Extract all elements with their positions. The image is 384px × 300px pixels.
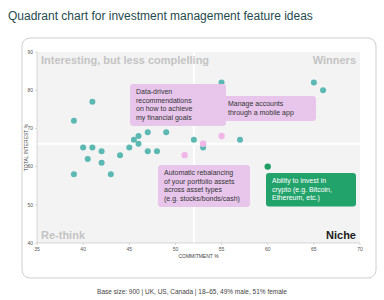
annotation-text: on how to achieve (136, 105, 193, 112)
y-tick (35, 52, 37, 53)
annotation-box (222, 96, 316, 121)
point (154, 148, 160, 154)
annotation-text: across asset types (164, 186, 222, 194)
x-tick (175, 243, 176, 245)
annotation-text: through a mobile app (228, 109, 294, 117)
chart: Quadrant chart for investment management… (0, 0, 384, 300)
y-tick-label: 90 (27, 49, 33, 55)
x-tick-label: 65 (311, 246, 317, 252)
y-axis (37, 52, 38, 243)
annotation-box (266, 173, 356, 207)
x-tick-label: 70 (357, 246, 363, 252)
y-tick (35, 204, 37, 205)
footer: Base size: 900 | UK, US, Canada | 18–65,… (97, 288, 287, 296)
point (71, 118, 77, 124)
point (136, 141, 142, 147)
x-tick (267, 243, 268, 245)
annotation-text: Data-driven (136, 88, 172, 95)
point (89, 145, 95, 151)
x-axis-label: COMMITMENT % (178, 253, 219, 259)
x-tick (129, 243, 130, 245)
point (71, 171, 77, 177)
point (320, 87, 326, 93)
x-tick (313, 243, 314, 245)
x-axis (37, 243, 360, 244)
highlight-point (181, 152, 187, 158)
plot-area (37, 52, 360, 243)
y-axis-label: TOTAL INTEREST % (23, 123, 29, 171)
quadrant-label: Interesting, but less complelling (41, 54, 209, 66)
y-tick-label: 80 (27, 87, 33, 93)
point (237, 137, 243, 143)
annotation-box (158, 165, 250, 207)
y-tick (35, 128, 37, 129)
marks (71, 80, 326, 178)
x-tick-label: 60 (265, 246, 271, 252)
annotation-text: Ethereum, etc.) (272, 194, 320, 202)
x-divider (193, 52, 195, 243)
y-tick-label: 40 (27, 240, 33, 246)
point (80, 145, 86, 151)
highlight-marks (181, 133, 270, 170)
y-tick (35, 243, 37, 244)
point (99, 148, 105, 154)
highlight-point (218, 133, 224, 139)
highlight-point (265, 163, 271, 169)
y-tick-label: 50 (27, 202, 33, 208)
point (131, 137, 137, 143)
x-tick (83, 243, 84, 245)
quadrant-label: Niche (326, 229, 356, 241)
quadrant-label: Winners (313, 54, 356, 66)
highlight-point (200, 140, 206, 146)
x-tick (360, 243, 361, 245)
x-tick-label: 40 (80, 246, 86, 252)
y-tick (35, 90, 37, 91)
point (136, 133, 142, 139)
point (163, 129, 169, 135)
annotation-box (130, 84, 226, 126)
point (108, 171, 114, 177)
x-tick (221, 243, 222, 245)
x-tick-label: 50 (173, 246, 179, 252)
annotation-text: Automatic rebalancing (164, 169, 233, 177)
x-tick-label: 55 (219, 246, 225, 252)
annotation-text: crypto (e.g. Bitcoin, (272, 186, 332, 194)
point (145, 129, 151, 135)
annotation-text: my financial goals (136, 114, 192, 122)
point (191, 137, 197, 143)
point (99, 160, 105, 166)
quadrant-label: Re-think (41, 229, 86, 241)
point (89, 99, 95, 105)
point (117, 152, 123, 158)
annotation-text: of your portfolio assets (164, 178, 235, 186)
x-tick-label: 35 (34, 246, 40, 252)
point (126, 145, 132, 151)
point (145, 148, 151, 154)
y-divider (37, 143, 360, 145)
annotation-text: Ability to invest in (272, 177, 326, 185)
y-tick (35, 166, 37, 167)
annotation-text: (e.g. stocks/bonds/cash) (164, 195, 240, 203)
annotation-text: Manage accounts (228, 100, 284, 108)
point (85, 156, 91, 162)
title: Quadrant chart for investment management… (8, 9, 313, 23)
annotations: Data-driven recommendationson how to achi… (130, 84, 356, 207)
point (311, 80, 317, 86)
annotation-text: recommendations (136, 97, 192, 104)
card (22, 38, 376, 278)
x-tick-label: 45 (127, 246, 133, 252)
